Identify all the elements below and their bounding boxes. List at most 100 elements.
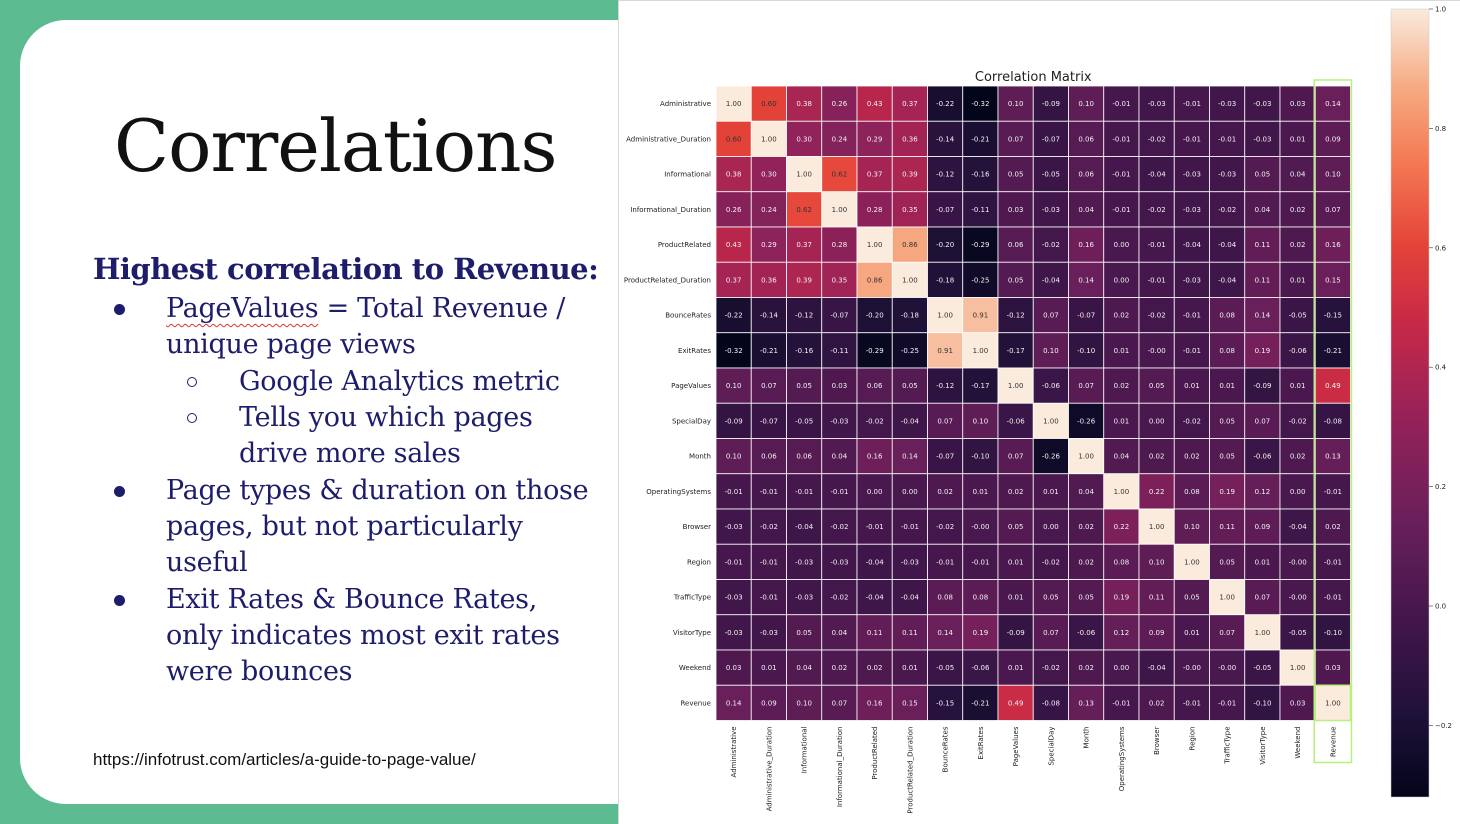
heatmap-cell <box>1244 438 1281 475</box>
heatmap-cell <box>715 367 752 404</box>
heatmap-cell <box>821 649 858 686</box>
cell-value-label: 0.07 <box>937 417 953 425</box>
cell-value-label: -0.00 <box>1289 594 1307 602</box>
heatmap-cell <box>821 438 858 475</box>
cell-value-label: 0.39 <box>902 171 918 179</box>
heatmap-cell <box>1173 508 1210 545</box>
cell-value-label: 0.26 <box>832 100 848 108</box>
heatmap-cell <box>1103 614 1140 651</box>
cell-value-label: 0.02 <box>1325 523 1341 531</box>
cell-value-label: 0.91 <box>973 312 989 320</box>
cell-value-label: -0.06 <box>1077 629 1096 637</box>
cell-value-label: -0.01 <box>936 558 954 566</box>
colorbar-tick-label: 0.8 <box>1435 125 1446 133</box>
y-tick-label: Region <box>687 558 711 566</box>
y-tick-label: ExitRates <box>678 347 711 355</box>
cell-value-label: 0.01 <box>902 664 918 672</box>
cell-value-label: 0.02 <box>1290 453 1306 461</box>
cell-value-label: 0.16 <box>867 699 883 707</box>
heatmap-cell <box>997 367 1034 404</box>
heatmap-cell <box>927 438 964 475</box>
cell-value-label: 1.00 <box>1219 594 1235 602</box>
cell-value-label: 0.00 <box>1290 488 1306 496</box>
heatmap-cell <box>1068 649 1105 686</box>
cell-value-label: 0.10 <box>1008 100 1024 108</box>
cell-value-label: -0.07 <box>936 206 954 214</box>
cell-value-label: 0.62 <box>832 171 848 179</box>
heatmap-cell <box>962 297 999 334</box>
heatmap-cell <box>750 85 787 122</box>
heatmap-cell <box>1244 85 1281 122</box>
y-tick-label: Month <box>689 453 711 461</box>
cell-value-label: 0.06 <box>796 453 812 461</box>
heatmap-cell <box>1032 508 1069 545</box>
heatmap-cell <box>1032 402 1069 439</box>
cell-value-label: 0.00 <box>867 488 883 496</box>
cell-value-label: 0.22 <box>1149 488 1165 496</box>
source-url[interactable]: https://infotrust.com/articles/a-guide-t… <box>93 750 476 769</box>
heatmap-cell <box>750 473 787 510</box>
x-tick-label: OperatingSystems <box>1118 726 1126 791</box>
heatmap-cell <box>786 614 823 651</box>
cell-value-label: 0.10 <box>796 699 812 707</box>
cell-value-label: 0.03 <box>1290 100 1306 108</box>
cell-value-label: -0.02 <box>1042 558 1060 566</box>
cell-value-label: 0.01 <box>1114 347 1130 355</box>
heatmap-cell <box>786 543 823 580</box>
heatmap-cell <box>1279 332 1316 369</box>
cell-value-label: -0.16 <box>971 171 990 179</box>
cell-value-label: 0.08 <box>1219 347 1235 355</box>
cell-value-label: -0.26 <box>1042 453 1061 461</box>
cell-value-label: -0.03 <box>760 629 778 637</box>
heatmap-cell <box>1068 402 1105 439</box>
heatmap-cell <box>715 508 752 545</box>
y-tick-label: Informational <box>664 171 711 179</box>
y-tick-label: Weekend <box>679 664 711 672</box>
heatmap-cell <box>1279 543 1316 580</box>
cell-value-label: 0.02 <box>1290 206 1306 214</box>
heatmap-cell <box>997 156 1034 193</box>
cell-value-label: -0.21 <box>760 347 778 355</box>
heatmap-cell <box>715 402 752 439</box>
heatmap-cell <box>786 332 823 369</box>
cell-value-label: -0.09 <box>725 417 743 425</box>
cell-value-label: 0.10 <box>973 417 989 425</box>
heatmap-cell <box>715 649 752 686</box>
subheading: Highest correlation to Revenue: <box>93 252 599 286</box>
cell-value-label: 1.00 <box>1290 664 1306 672</box>
x-tick-label: Region <box>1188 727 1196 751</box>
heatmap-cell <box>927 120 964 157</box>
heatmap-cell <box>1173 579 1210 616</box>
cell-value-label: -0.17 <box>971 382 989 390</box>
heatmap-cell <box>927 579 964 616</box>
cell-value-label: 0.01 <box>761 664 777 672</box>
heatmap-cell <box>891 156 928 193</box>
heatmap-cell <box>1314 332 1351 369</box>
colorbar-tick-label: −0.2 <box>1435 722 1452 730</box>
cell-value-label: 1.00 <box>1114 488 1130 496</box>
heatmap-cell <box>856 367 893 404</box>
cell-value-label: 0.03 <box>832 382 848 390</box>
cell-value-label: 0.07 <box>1325 206 1341 214</box>
y-tick-label: VisitorType <box>673 629 711 637</box>
cell-value-label: -0.04 <box>1218 241 1237 249</box>
heatmap-cell <box>786 438 823 475</box>
heatmap-cell <box>997 508 1034 545</box>
cell-value-label: 0.28 <box>867 206 883 214</box>
heatmap-cell <box>927 261 964 298</box>
heatmap-cell <box>1279 226 1316 263</box>
cell-value-label: 0.49 <box>1325 382 1341 390</box>
heatmap-cell <box>1032 438 1069 475</box>
heatmap-cell <box>1314 367 1351 404</box>
cell-value-label: 0.07 <box>1043 629 1059 637</box>
cell-value-label: 0.19 <box>1219 488 1235 496</box>
cell-value-label: -0.02 <box>1218 206 1236 214</box>
cell-value-label: -0.07 <box>760 417 778 425</box>
cell-value-label: -0.01 <box>1218 699 1236 707</box>
cell-value-label: -0.14 <box>936 135 955 143</box>
heatmap-cell <box>786 367 823 404</box>
heatmap-cell <box>1314 649 1351 686</box>
cell-value-label: -0.03 <box>830 558 848 566</box>
heatmap-cell <box>1103 438 1140 475</box>
cell-value-label: -0.16 <box>795 347 814 355</box>
